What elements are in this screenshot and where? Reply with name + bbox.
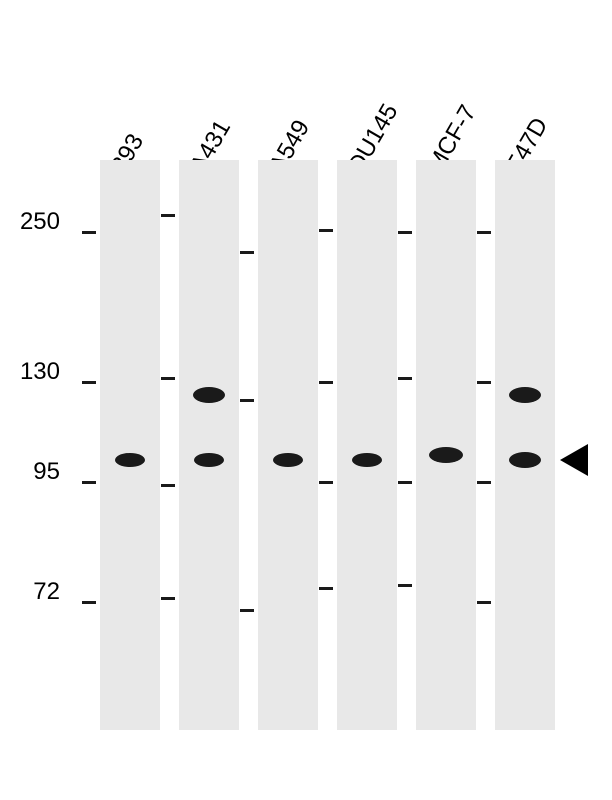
band xyxy=(509,452,541,468)
lane-bg xyxy=(179,160,239,730)
mw-tick xyxy=(319,587,333,590)
band xyxy=(193,387,225,403)
lane-bg xyxy=(416,160,476,730)
band xyxy=(115,453,145,467)
mw-label-95: 95 xyxy=(10,458,60,486)
mw-tick xyxy=(477,601,491,604)
mw-tick xyxy=(240,609,254,612)
mw-label-72: 72 xyxy=(10,578,60,606)
mw-tick xyxy=(398,584,412,587)
mw-label-250: 250 xyxy=(10,208,60,236)
mw-label-130: 130 xyxy=(10,358,60,386)
mw-tick xyxy=(319,381,333,384)
mw-tick xyxy=(161,377,175,380)
lane-DU145: DU145 xyxy=(337,160,397,730)
mw-tick xyxy=(82,481,96,484)
mw-tick xyxy=(477,381,491,384)
mw-tick xyxy=(240,251,254,254)
lane-bg xyxy=(337,160,397,730)
lane-293: 293 xyxy=(100,160,160,730)
mw-tick xyxy=(82,601,96,604)
lane-bg xyxy=(258,160,318,730)
mw-tick xyxy=(398,231,412,234)
mw-tick xyxy=(477,231,491,234)
mw-tick xyxy=(398,377,412,380)
mw-tick xyxy=(161,214,175,217)
mw-tick xyxy=(161,597,175,600)
band xyxy=(352,453,382,467)
mw-tick xyxy=(477,481,491,484)
lane-bg xyxy=(495,160,555,730)
band xyxy=(429,447,463,463)
lane-bg xyxy=(100,160,160,730)
mw-tick xyxy=(319,481,333,484)
band xyxy=(273,453,303,467)
lane-A549: A549 xyxy=(258,160,318,730)
target-band-arrow-icon xyxy=(560,444,588,476)
mw-tick xyxy=(240,399,254,402)
mw-tick xyxy=(319,229,333,232)
mw-tick xyxy=(82,231,96,234)
lane-T47D: T47D xyxy=(495,160,555,730)
western-blot-figure: 250 130 95 72 293 A431 A549 DU145 xyxy=(30,40,582,760)
lane-MCF7: MCF-7 xyxy=(416,160,476,730)
mw-tick xyxy=(82,381,96,384)
mw-tick xyxy=(398,481,412,484)
mw-tick xyxy=(161,484,175,487)
band xyxy=(194,453,224,467)
lane-A431: A431 xyxy=(179,160,239,730)
band xyxy=(509,387,541,403)
